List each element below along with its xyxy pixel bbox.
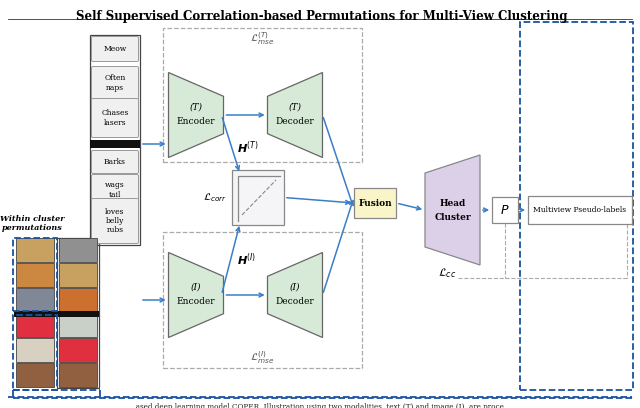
Polygon shape <box>425 155 480 265</box>
Text: (I): (I) <box>191 282 201 291</box>
Text: Fusion: Fusion <box>358 199 392 208</box>
Text: wags
tail: wags tail <box>105 182 125 199</box>
Bar <box>163 232 362 368</box>
Text: Often
naps: Often naps <box>104 74 125 92</box>
FancyBboxPatch shape <box>92 67 138 100</box>
Bar <box>520 22 633 390</box>
Text: $\boldsymbol{H}^{(I)}$: $\boldsymbol{H}^{(I)}$ <box>237 252 256 268</box>
Text: ...ased deep learning model COPER. Illustration using two modalities, text (T) a: ...ased deep learning model COPER. Illus… <box>129 403 511 408</box>
Text: $\mathcal{L}_{corr}$: $\mathcal{L}_{corr}$ <box>203 191 227 204</box>
Text: Encoder: Encoder <box>177 118 215 126</box>
Bar <box>16 338 54 362</box>
Text: (T): (T) <box>289 102 301 111</box>
FancyBboxPatch shape <box>92 98 138 137</box>
Bar <box>163 28 362 162</box>
Text: Encoder: Encoder <box>177 297 215 306</box>
Text: Multiview Pseudo-labels: Multiview Pseudo-labels <box>533 206 627 214</box>
Text: $\mathcal{L}_{mse}^{(T)}$: $\mathcal{L}_{mse}^{(T)}$ <box>250 30 275 47</box>
Bar <box>16 363 54 387</box>
Text: loves
belly
rubs: loves belly rubs <box>105 208 125 234</box>
Bar <box>528 196 632 224</box>
Text: (I): (I) <box>290 282 300 291</box>
Text: Barks: Barks <box>104 158 126 166</box>
Bar <box>57 238 99 388</box>
Text: (T): (T) <box>189 102 202 111</box>
Bar <box>59 238 97 262</box>
Bar <box>354 188 396 218</box>
Text: Decoder: Decoder <box>276 118 314 126</box>
Bar <box>90 35 140 245</box>
Bar <box>59 363 97 387</box>
Bar <box>13 315 57 390</box>
Text: $\boldsymbol{H}^{(T)}$: $\boldsymbol{H}^{(T)}$ <box>237 140 259 156</box>
Text: Cluster: Cluster <box>434 213 471 222</box>
Text: $\mathcal{L}_{cc}$: $\mathcal{L}_{cc}$ <box>438 266 456 280</box>
Text: Within cluster
permutations: Within cluster permutations <box>0 215 64 232</box>
Text: Decoder: Decoder <box>276 297 314 306</box>
FancyBboxPatch shape <box>92 36 138 62</box>
Bar <box>59 288 97 312</box>
Polygon shape <box>268 73 323 157</box>
Bar <box>232 170 284 225</box>
Polygon shape <box>168 253 223 337</box>
Bar <box>59 263 97 287</box>
Text: $P$: $P$ <box>500 204 509 217</box>
FancyBboxPatch shape <box>92 199 138 244</box>
Bar <box>59 338 97 362</box>
Text: Meow: Meow <box>104 45 127 53</box>
Bar <box>16 288 54 312</box>
Text: $\mathcal{L}_{mse}^{(I)}$: $\mathcal{L}_{mse}^{(I)}$ <box>250 349 275 366</box>
Bar <box>16 313 54 337</box>
Bar <box>13 238 57 311</box>
Polygon shape <box>168 73 223 157</box>
FancyBboxPatch shape <box>92 175 138 206</box>
Bar <box>16 263 54 287</box>
Text: Self Supervised Correlation-based Permutations for Multi-View Clustering: Self Supervised Correlation-based Permut… <box>76 10 568 23</box>
Bar <box>14 311 99 317</box>
Text: Head: Head <box>440 199 466 208</box>
Bar <box>492 197 518 223</box>
Bar <box>16 238 54 262</box>
Polygon shape <box>268 253 323 337</box>
Bar <box>59 313 97 337</box>
Bar <box>90 140 140 148</box>
Text: Chases
lasers: Chases lasers <box>101 109 129 126</box>
FancyBboxPatch shape <box>92 151 138 173</box>
